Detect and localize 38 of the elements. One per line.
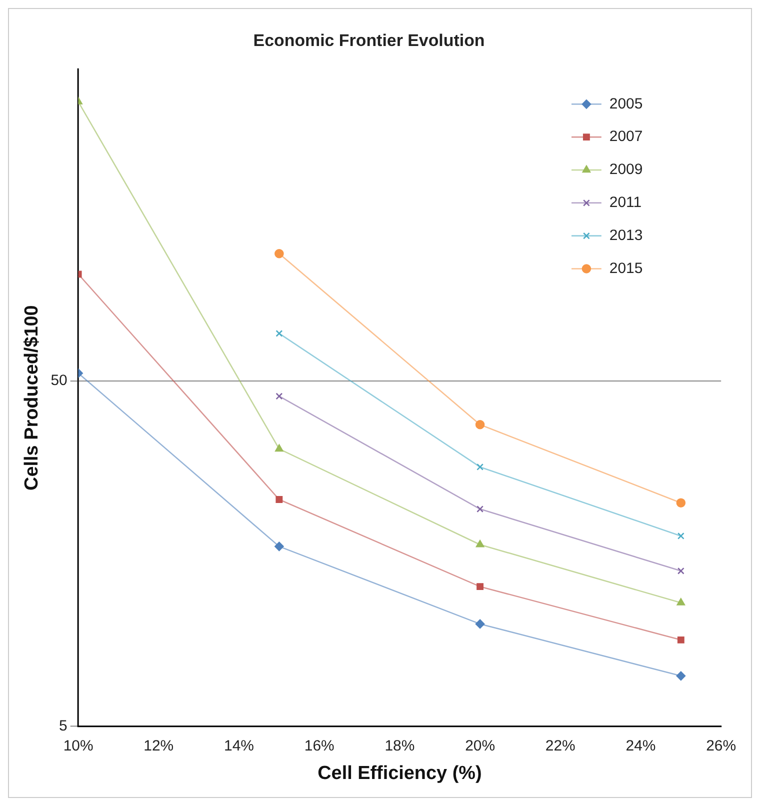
x-tick-label: 26% [706, 737, 736, 754]
legend-label: 2007 [609, 128, 643, 146]
point [276, 392, 283, 400]
point [276, 496, 283, 503]
x-tick-label: 12% [144, 737, 174, 754]
y-axis-title: Cells Produced/$100 [22, 305, 43, 490]
x-tick-label: 18% [384, 737, 415, 754]
chart-title: Economic Frontier Evolution [253, 30, 485, 50]
point [677, 567, 684, 574]
legend-label: 2011 [609, 194, 642, 212]
point [476, 463, 484, 470]
legend-label: 2015 [609, 260, 643, 277]
point [476, 506, 484, 513]
point [476, 540, 484, 548]
y-tick-label: 5 [59, 718, 68, 735]
x-axis-title: Cell Efficiency (%) [318, 762, 482, 784]
point [276, 330, 283, 337]
legend-label: 2009 [609, 161, 643, 178]
x-tick-label: 10% [63, 737, 94, 754]
point [275, 444, 284, 452]
y-tick-label: 50 [50, 372, 68, 390]
x-tick-label: 22% [545, 737, 576, 754]
point [677, 532, 684, 540]
point [475, 420, 485, 430]
point [676, 598, 686, 606]
point [274, 248, 284, 258]
x-tick-label: 16% [304, 737, 334, 754]
x-tick-label: 14% [224, 737, 254, 754]
x-tick-label: 20% [465, 737, 496, 754]
legend-label: 2005 [609, 95, 643, 112]
point [476, 583, 484, 590]
point [676, 498, 686, 508]
point [677, 636, 684, 644]
point [475, 619, 485, 629]
point [676, 671, 686, 681]
x-tick-label: 24% [626, 737, 656, 754]
legend-label: 2013 [609, 226, 643, 244]
point [274, 542, 284, 552]
